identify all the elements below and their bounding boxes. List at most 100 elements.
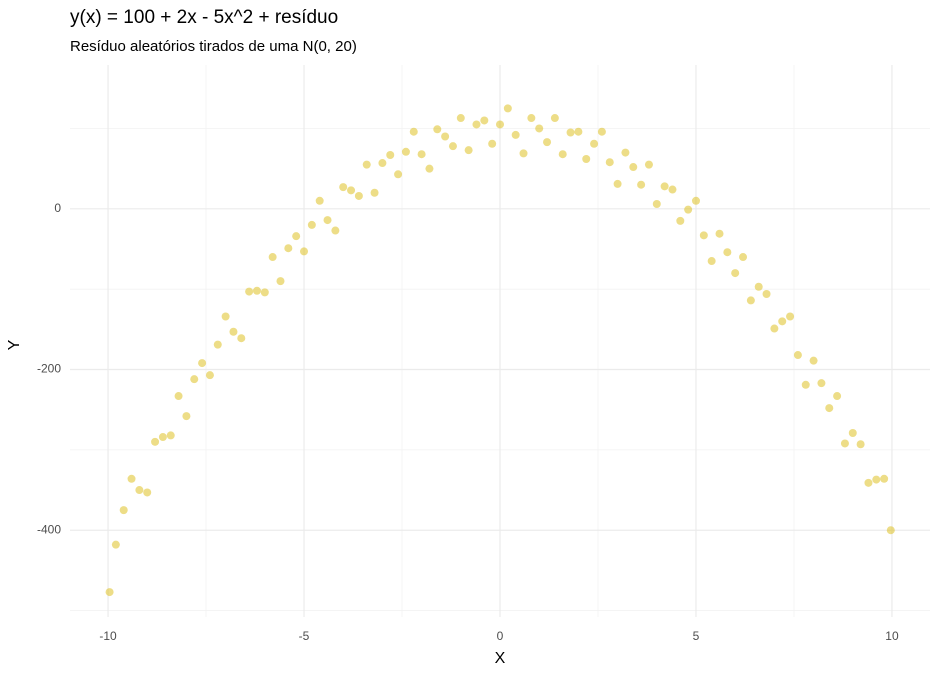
point	[825, 404, 834, 413]
point	[746, 296, 755, 305]
point	[558, 150, 567, 159]
point	[472, 120, 481, 129]
point	[331, 226, 340, 235]
point	[347, 186, 356, 195]
point	[488, 139, 497, 148]
point	[503, 104, 512, 113]
point	[394, 170, 403, 179]
point	[284, 244, 293, 253]
point	[723, 248, 732, 257]
point	[221, 312, 230, 321]
point	[307, 220, 316, 229]
point	[237, 334, 246, 343]
y-axis-title: Y	[6, 339, 23, 350]
point	[621, 148, 630, 157]
point	[676, 216, 685, 225]
point	[637, 180, 646, 189]
chart-title: y(x) = 100 + 2x - 5x^2 + resíduo	[70, 7, 338, 28]
point	[362, 160, 371, 169]
point	[190, 375, 199, 384]
point	[480, 116, 489, 125]
point	[872, 475, 881, 484]
grid	[70, 65, 930, 617]
point	[315, 196, 324, 205]
y-tick-label: -400	[37, 522, 61, 536]
y-tick-label: -200	[37, 362, 61, 376]
x-tick-label: 10	[885, 629, 899, 643]
point	[433, 125, 442, 134]
point	[550, 114, 559, 123]
point	[425, 164, 434, 173]
point	[880, 474, 889, 483]
point	[292, 232, 301, 241]
point	[213, 340, 222, 349]
point	[174, 392, 183, 401]
point	[605, 158, 614, 167]
x-tick-label: -10	[99, 629, 117, 643]
point	[441, 132, 450, 141]
point	[566, 128, 575, 137]
point	[252, 286, 261, 295]
x-axis-title: X	[495, 650, 506, 667]
point	[456, 114, 465, 123]
point	[519, 149, 528, 158]
point	[543, 138, 552, 147]
point	[276, 277, 285, 286]
point	[778, 317, 787, 326]
point	[527, 114, 536, 123]
points	[105, 104, 895, 597]
point	[684, 205, 693, 214]
point	[848, 429, 857, 437]
point	[840, 439, 849, 448]
point	[370, 188, 379, 197]
x-tick-label: 0	[497, 629, 504, 643]
point	[613, 179, 622, 188]
point	[245, 287, 254, 296]
point	[198, 359, 207, 368]
y-tick-label: 0	[54, 201, 61, 215]
point	[597, 127, 606, 136]
point	[166, 431, 175, 440]
point	[260, 288, 269, 297]
point	[762, 289, 771, 298]
point	[511, 130, 520, 139]
point	[699, 231, 708, 240]
chart-subtitle: Resíduo aleatórios tirados de uma N(0, 2…	[70, 38, 357, 55]
point	[119, 506, 128, 515]
point	[401, 147, 410, 156]
point	[582, 155, 591, 164]
point	[127, 474, 136, 483]
point	[886, 526, 895, 535]
point	[448, 142, 457, 151]
point	[754, 282, 763, 291]
point	[691, 196, 700, 205]
point	[809, 356, 818, 365]
point	[856, 440, 865, 449]
x-tick-label: -5	[299, 629, 310, 643]
point	[793, 351, 802, 360]
point	[339, 183, 348, 192]
point	[652, 200, 661, 209]
point	[817, 379, 826, 388]
point	[378, 159, 387, 168]
point	[574, 127, 583, 136]
point	[143, 488, 152, 497]
point	[731, 269, 740, 278]
point	[409, 127, 418, 136]
point	[151, 437, 160, 446]
point	[629, 163, 638, 172]
point	[354, 191, 363, 200]
point	[323, 216, 332, 225]
point	[801, 380, 810, 389]
point	[105, 588, 114, 597]
point	[386, 150, 395, 159]
point	[864, 478, 873, 487]
point	[464, 146, 473, 155]
point	[535, 124, 544, 133]
point	[135, 486, 144, 495]
point	[229, 327, 238, 336]
point	[205, 371, 214, 380]
point	[660, 182, 669, 191]
point	[158, 433, 167, 442]
